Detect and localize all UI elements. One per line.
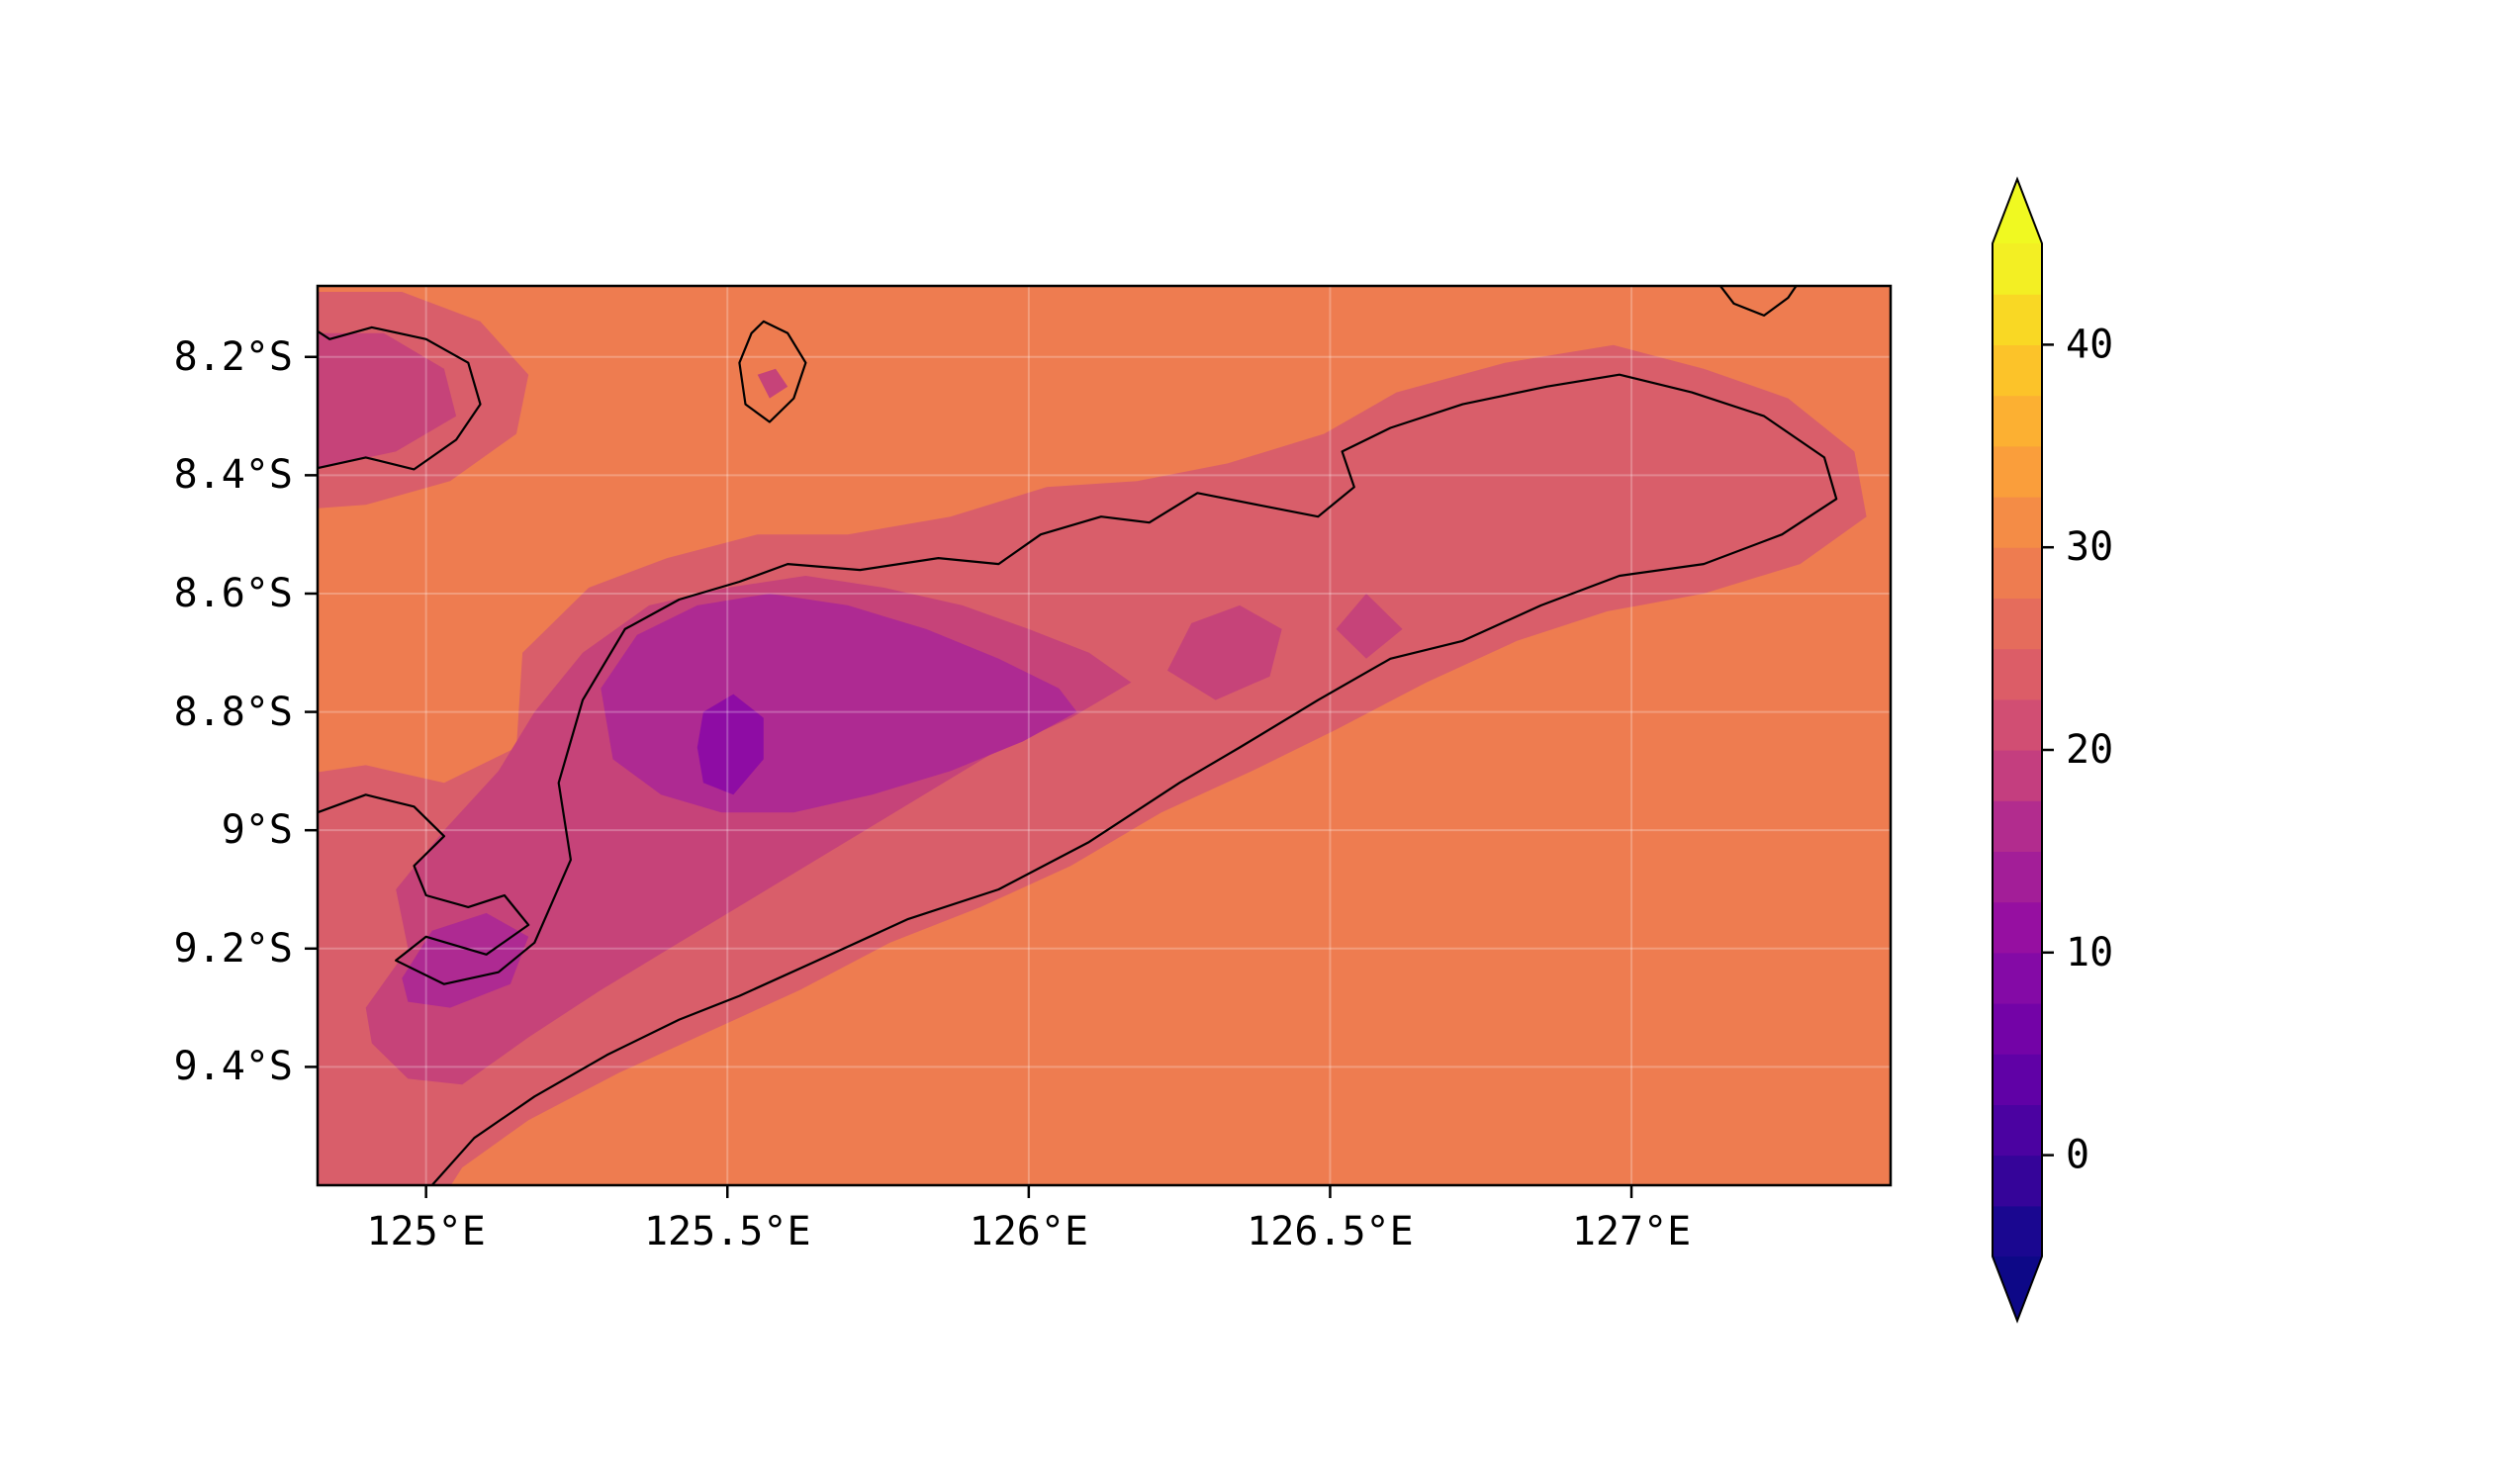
contour-band-band-cold-violet [696, 694, 764, 795]
colorbar-under-arrow [1993, 1256, 2042, 1321]
x-tick-label: 125.5°E [643, 1209, 811, 1254]
colorbar-segment [1993, 1054, 2042, 1105]
colorbar-segment [1993, 497, 2042, 548]
y-tick-label: 8.8°S [173, 689, 293, 735]
contour-band-band-magenta [757, 368, 788, 399]
colorbar-segment [1993, 1104, 2042, 1157]
colorbar-segment [1993, 395, 2042, 447]
colorbar-segment [1993, 445, 2042, 498]
colorbar-segment [1993, 750, 2042, 801]
coastline-islet-northeast [1718, 286, 1798, 317]
colorbar-segment [1993, 547, 2042, 599]
contour-band-band-magenta [318, 332, 457, 469]
x-tick-label: 126.5°E [1247, 1209, 1414, 1254]
contour-band-band-magenta [1336, 594, 1403, 659]
colorbar-over-arrow [1993, 179, 2042, 243]
contour-plot [305, 284, 1893, 1198]
colorbar-segment [1993, 598, 2042, 650]
y-tick-label: 9.4°S [173, 1044, 293, 1090]
colorbar-segment [1993, 901, 2042, 954]
y-tick-label: 9°S [221, 807, 293, 854]
colorbar-segment [1993, 1003, 2042, 1055]
x-tick-label: 125°E [366, 1209, 486, 1254]
colorbar-segment [1993, 344, 2042, 397]
colorbar-segment [1993, 294, 2042, 345]
contour-band-band-magenta [1167, 604, 1282, 700]
y-tick-label: 8.4°S [173, 452, 293, 499]
y-tick-label: 9.2°S [173, 925, 293, 972]
x-tick-label: 127°E [1571, 1209, 1692, 1254]
colorbar-tick-label: 20 [2066, 727, 2113, 773]
colorbar-segment [1993, 243, 2042, 295]
coastline-main-island [318, 373, 1838, 1185]
colorbar-segment [1993, 851, 2042, 903]
colorbar: 40 30 20 10 0 [1992, 176, 2113, 1324]
colorbar-segment [1993, 1205, 2042, 1257]
colorbar-tick-label: 40 [2066, 322, 2113, 367]
colorbar-segment [1993, 1155, 2042, 1207]
y-tick-label: 8.6°S [173, 570, 293, 616]
plot-border [316, 284, 1893, 1187]
coastline-small-island-north [738, 320, 807, 423]
colorbar-segment [1993, 698, 2042, 751]
y-tick-label: 8.2°S [173, 333, 293, 380]
colorbar-tick-label: 0 [2066, 1133, 2089, 1178]
coastline-northwest [318, 325, 482, 471]
colorbar-segment [1993, 800, 2042, 852]
colorbar-tick-label: 10 [2066, 930, 2113, 975]
colorbar-segment [1993, 952, 2042, 1004]
colorbar-segment [1993, 648, 2042, 700]
colorbar-outline [1992, 176, 2043, 1324]
x-tick-label: 126°E [969, 1209, 1089, 1254]
colorbar-tick-label: 30 [2066, 524, 2113, 570]
contour-band-band-warm-pink [318, 344, 1867, 1185]
contour-band-band-purple [402, 912, 529, 1008]
